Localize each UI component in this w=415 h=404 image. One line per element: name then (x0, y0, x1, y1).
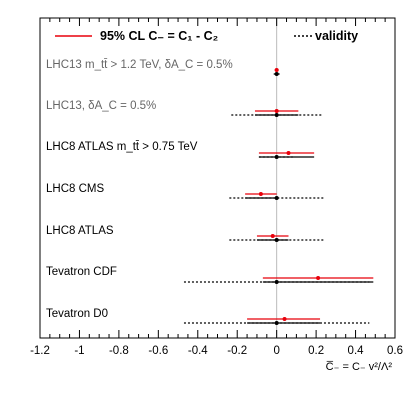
row-label: LHC8 ATLAS m_tt̄ > 0.75 TeV (46, 141, 198, 153)
x-tick-label: 0.6 (387, 345, 403, 357)
x-tick-label: -0.8 (109, 345, 129, 357)
x-tick-label: -0.4 (188, 345, 208, 357)
validity-point (274, 113, 279, 117)
validity-point (274, 280, 279, 284)
result-row: LHC8 CMS (46, 183, 324, 200)
cl-point (274, 68, 279, 72)
result-row: Tevatron D0 (46, 308, 370, 325)
result-row: LHC8 ATLAS (46, 225, 324, 242)
x-tick-label: 0.2 (308, 345, 324, 357)
row-label: LHC8 ATLAS (46, 225, 114, 237)
cl-point (258, 192, 263, 196)
validity-point (274, 196, 279, 200)
legend-validity-label: validity (315, 29, 358, 43)
cl-point (316, 276, 321, 280)
row-label: LHC8 CMS (46, 183, 104, 195)
row-label: LHC13, δA_C = 0.5% (46, 100, 156, 112)
cl-point (286, 151, 291, 155)
validity-point (274, 321, 279, 325)
result-row: LHC8 ATLAS m_tt̄ > 0.75 TeV (46, 141, 315, 159)
result-row: LHC13 m_tt̄ > 1.2 TeV, δA_C = 0.5% (46, 59, 280, 76)
x-tick-label: -0.6 (148, 345, 168, 357)
result-row: Tevatron CDF (46, 266, 374, 284)
x-axis-ticks: -1.2 -1 -0.8 -0.6 -0.4 -0.2 0 0.2 0.4 0.6 (30, 18, 403, 357)
x-tick-label: -0.2 (227, 345, 247, 357)
x-tick-label: 0 (273, 345, 279, 357)
cl-point (270, 234, 275, 238)
x-tick-label: 0.4 (348, 345, 365, 357)
result-row: LHC13, δA_C = 0.5% (46, 100, 323, 117)
cl-point (282, 317, 287, 321)
x-tick-label: -1.2 (30, 345, 50, 357)
row-label: Tevatron D0 (46, 308, 108, 320)
legend: 95% CL C₋ = C₁ - C₂ validity (55, 29, 358, 43)
row-label: LHC13 m_tt̄ > 1.2 TeV, δA_C = 0.5% (46, 59, 233, 71)
validity-point (274, 72, 279, 76)
legend-cl-label: 95% CL C₋ = C₁ - C₂ (100, 29, 218, 43)
x-tick-label: -1 (74, 345, 84, 357)
validity-point (274, 155, 279, 159)
cl-point (274, 109, 279, 113)
validity-point (274, 238, 279, 242)
result-rows: LHC13 m_tt̄ > 1.2 TeV, δA_C = 0.5% LHC13,… (46, 59, 374, 325)
x-axis-label: C̅₋ = C₋ v²/Λ² (326, 361, 393, 373)
row-label: Tevatron CDF (46, 266, 117, 278)
